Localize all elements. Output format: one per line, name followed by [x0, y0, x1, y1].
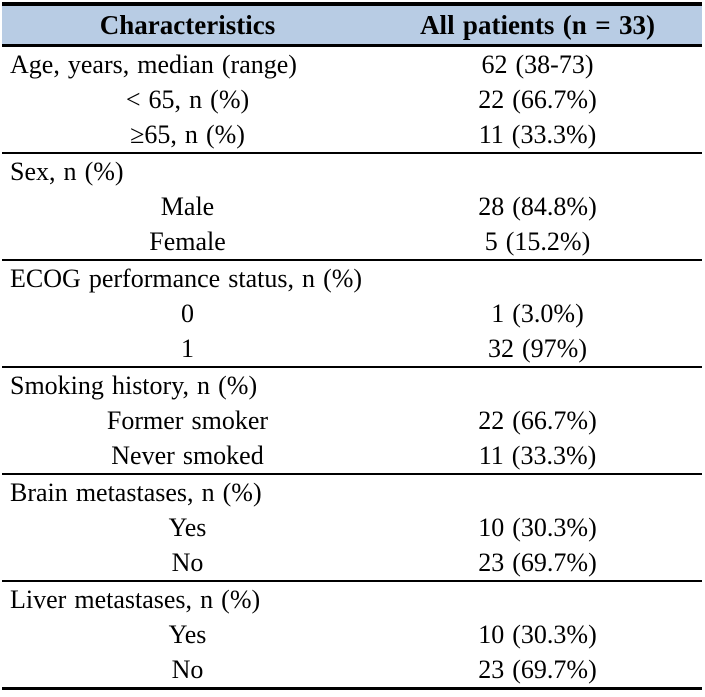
- row-value: 28 (84.8%): [478, 191, 597, 221]
- row-value: 22 (66.7%): [478, 405, 597, 435]
- column-header-characteristics: Characteristics: [2, 4, 373, 47]
- table-row-ecog-1: 1 32 (97%): [2, 331, 702, 367]
- row-value: [373, 259, 702, 296]
- row-label: Yes: [168, 512, 207, 542]
- column-header-all-patients: All patients (n = 33): [373, 4, 702, 47]
- table-row-age-under65: < 65, n (%) 22 (66.7%): [2, 82, 702, 117]
- row-value: 23 (69.7%): [478, 654, 597, 684]
- row-value: [373, 580, 702, 617]
- row-label: Sex, n (%): [2, 152, 373, 189]
- row-label: Never smoked: [111, 440, 264, 470]
- row-value: [373, 473, 702, 510]
- row-label: ECOG performance status, n (%): [2, 259, 373, 296]
- table-row-brain-mets: Brain metastases, n (%): [2, 473, 702, 510]
- table-row-sex: Sex, n (%): [2, 152, 702, 189]
- row-value: 22 (66.7%): [478, 84, 597, 114]
- row-value: [373, 152, 702, 189]
- row-label: Liver metastases, n (%): [2, 580, 373, 617]
- row-label: Male: [160, 191, 215, 221]
- row-value: 5 (15.2%): [484, 226, 591, 256]
- row-value: 10 (30.3%): [478, 512, 597, 542]
- table-row-ecog-0: 0 1 (3.0%): [2, 296, 702, 331]
- row-value: [373, 366, 702, 403]
- row-label: Brain metastases, n (%): [2, 473, 373, 510]
- table-row-age-65plus: ≥65, n (%) 11 (33.3%): [2, 117, 702, 153]
- row-label: 0: [181, 298, 194, 328]
- table-row-smoking-former: Former smoker 22 (66.7%): [2, 403, 702, 438]
- table-row-ecog: ECOG performance status, n (%): [2, 259, 702, 296]
- table-row-brain-yes: Yes 10 (30.3%): [2, 510, 702, 545]
- row-value: 11 (33.3%): [478, 119, 597, 149]
- row-value: 23 (69.7%): [478, 547, 597, 577]
- row-value: 62 (38-73): [481, 49, 594, 79]
- table-row-brain-no: No 23 (69.7%): [2, 545, 702, 581]
- row-label: < 65, n (%): [125, 84, 250, 114]
- row-value: 1 (3.0%): [491, 298, 584, 328]
- table-row-smoking-never: Never smoked 11 (33.3%): [2, 438, 702, 474]
- table-row-liver-no: No 23 (69.7%): [2, 652, 702, 689]
- row-label: ≥65, n (%): [130, 119, 245, 149]
- table-row-smoking: Smoking history, n (%): [2, 366, 702, 403]
- table-row-age: Age, years, median (range) 62 (38-73): [2, 46, 702, 83]
- row-label: Age, years, median (range): [10, 49, 297, 79]
- row-label: Yes: [168, 619, 207, 649]
- row-value: 10 (30.3%): [478, 619, 597, 649]
- table-row-liver-mets: Liver metastases, n (%): [2, 580, 702, 617]
- row-label: Former smoker: [106, 405, 269, 435]
- table-header-row: Characteristics All patients (n = 33): [2, 4, 702, 47]
- table-row-sex-male: Male 28 (84.8%): [2, 189, 702, 224]
- row-label: Smoking history, n (%): [2, 366, 373, 403]
- row-label: 1: [181, 333, 194, 363]
- row-label: No: [171, 547, 204, 577]
- row-value: 11 (33.3%): [478, 440, 597, 470]
- row-label: Female: [149, 226, 226, 256]
- table-row-liver-yes: Yes 10 (30.3%): [2, 617, 702, 652]
- row-value: 32 (97%): [487, 333, 588, 363]
- row-label: No: [171, 654, 204, 684]
- table-row-sex-female: Female 5 (15.2%): [2, 224, 702, 260]
